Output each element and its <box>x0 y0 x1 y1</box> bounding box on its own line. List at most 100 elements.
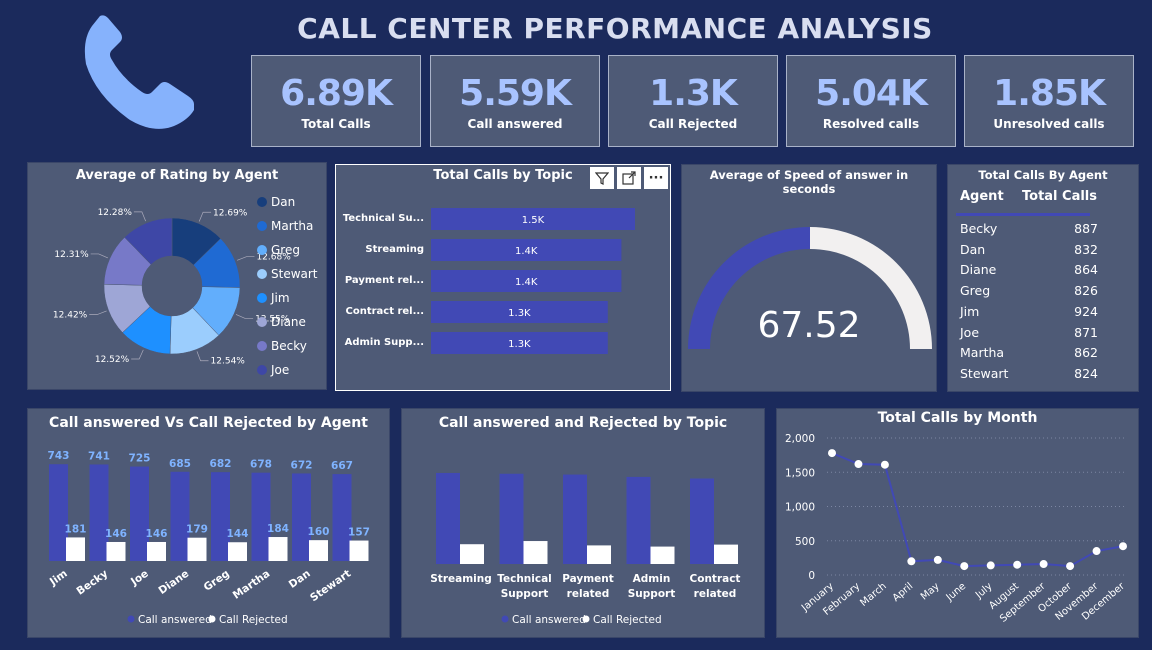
donut-leader-line <box>235 314 254 319</box>
more-options-icon[interactable]: ··· <box>644 167 668 189</box>
kpi-label: Call answered <box>467 117 563 131</box>
rejected-bar <box>349 540 369 561</box>
donut-leader-line <box>131 349 144 360</box>
rating-donut-chart[interactable]: 12.69% 12.68% 12.55% 12.54% 12.52% 12.42% 12.3… <box>28 163 328 391</box>
agent-category-label: Greg <box>202 568 232 594</box>
table-row[interactable]: Dan 832 <box>960 242 1110 262</box>
agent-category-label: Diane <box>156 568 191 597</box>
topic-category-label: Admin Supp... <box>345 337 424 348</box>
agent-category-label: Becky <box>75 568 111 598</box>
table-row[interactable]: Joe 871 <box>960 325 1110 345</box>
total-calls-cell: 887 <box>1074 221 1098 236</box>
topic-bar <box>431 239 622 261</box>
legend-marker <box>257 197 267 207</box>
series-point <box>1039 560 1048 569</box>
rejected-bar <box>106 541 126 561</box>
legend-marker <box>257 341 267 351</box>
bar-data-label: 146 <box>105 528 127 540</box>
agent-bar-chart[interactable]: 743 181 Jim 741 146 Becky 725 146 Joe 685 179 Diane… <box>28 409 389 637</box>
donut-leader-line <box>198 211 212 222</box>
agent-category-label: Martha <box>231 568 273 602</box>
bar-data-label: 667 <box>331 460 353 472</box>
legend-marker <box>257 221 267 231</box>
topic-compare-bar-chart[interactable]: Streaming Technical Support Payment related A… <box>402 409 764 637</box>
speed-of-answer-panel: Average of Speed of answer in seconds 67… <box>681 164 937 392</box>
table-row[interactable]: Becky 887 <box>960 221 1110 241</box>
kpi-card[interactable]: 1.85K Unresolved calls <box>964 55 1134 147</box>
total-calls-cell: 824 <box>1074 365 1098 381</box>
agent-name-cell: Jim <box>960 303 980 319</box>
legend-label: Call Rejected <box>593 614 662 626</box>
focus-mode-icon[interactable] <box>617 167 641 189</box>
topic-category-label: Payment <box>562 573 614 585</box>
bar-data-label: 181 <box>65 523 87 535</box>
agent-category-label: Stewart <box>308 568 353 605</box>
kpi-card[interactable]: 5.04K Resolved calls <box>786 55 956 147</box>
legend-label: Martha <box>271 219 313 233</box>
bar-data-label: 678 <box>250 459 272 471</box>
kpi-card[interactable]: 5.59K Call answered <box>430 55 600 147</box>
gauge-fill <box>688 227 810 349</box>
legend-label: Diane <box>271 315 306 329</box>
agent-category-label: Dan <box>287 568 313 591</box>
series-line <box>831 452 1124 568</box>
topic-bar-data-label: 1.5K <box>522 215 545 226</box>
rejected-bar <box>228 542 247 561</box>
x-tick-label: June <box>944 581 969 604</box>
topic-bar-chart[interactable]: Technical Su... 1.5K Streaming 1.4K Payment … <box>336 165 670 390</box>
legend-label: Dan <box>271 195 295 209</box>
calls-by-topic-panel[interactable]: Total Calls by Topic ··· Technical Su...… <box>335 164 671 391</box>
legend-label: Becky <box>271 339 307 353</box>
legend-label: Stewart <box>271 267 318 281</box>
agent-category-label: Jim <box>47 568 70 589</box>
rating-by-agent-panel: Average of Rating by Agent 12.69% 12.68% 1… <box>27 162 327 390</box>
answered-bar <box>436 472 460 564</box>
panel-title: Average of Rating by Agent <box>75 168 279 183</box>
total-calls-cell: 832 <box>1074 241 1098 257</box>
donut-data-label: 12.55% <box>255 314 290 324</box>
y-tick-label: 500 <box>795 536 815 548</box>
total-calls-cell: 924 <box>1074 303 1098 319</box>
column-header-agent[interactable]: Agent <box>960 189 1004 204</box>
donut-data-label: 12.68% <box>256 253 291 263</box>
filter-icon[interactable] <box>590 167 614 189</box>
legend-label: Call Rejected <box>219 614 288 626</box>
bar-data-label: 685 <box>169 458 191 470</box>
kpi-card[interactable]: 6.89K Total Calls <box>251 55 421 147</box>
agent-category-label: Joe <box>128 568 151 589</box>
rejected-bar <box>66 537 85 561</box>
legend-marker <box>127 615 135 623</box>
rejected-bar <box>309 540 328 561</box>
total-calls-cell: 871 <box>1074 324 1098 340</box>
table-row[interactable]: Jim 924 <box>960 304 1110 324</box>
kpi-card[interactable]: 1.3K Call Rejected <box>608 55 778 147</box>
answered-bar <box>89 464 109 561</box>
answered-bar <box>251 472 271 561</box>
legend-marker <box>257 293 267 303</box>
table-row[interactable]: Stewart 824 <box>960 366 1110 386</box>
series-point <box>986 561 995 570</box>
table-row[interactable]: Greg 826 <box>960 283 1110 303</box>
rejected-bar <box>714 544 738 564</box>
topic-category-label: Support <box>628 588 675 600</box>
series-point <box>1119 542 1127 551</box>
answered-rejected-by-topic-panel: Call answered and Rejected by Topic Stre… <box>401 408 765 638</box>
table-row[interactable]: Martha 862 <box>960 345 1110 365</box>
gauge-value: 67.52 <box>757 305 861 346</box>
answered-bar <box>626 476 651 564</box>
topic-category-label: Support <box>501 588 548 600</box>
x-tick-label: May <box>919 581 942 603</box>
kpi-label: Call Rejected <box>648 117 738 131</box>
bar-data-label: 184 <box>267 523 289 535</box>
x-tick-label: July <box>973 581 995 602</box>
calls-by-month-panel: Total Calls by Month 0 500 1,000 1,500 2,000… <box>776 408 1139 638</box>
donut-data-label: 12.28% <box>98 208 133 218</box>
column-header-total-calls[interactable]: Total Calls <box>1022 189 1098 204</box>
rejected-bar <box>650 546 675 564</box>
panel-title: Total Calls by Month <box>877 410 1038 426</box>
rejected-bar <box>147 541 166 561</box>
series-point <box>854 460 863 469</box>
table-row[interactable]: Diane 864 <box>960 262 1110 282</box>
answered-bar <box>499 473 524 564</box>
